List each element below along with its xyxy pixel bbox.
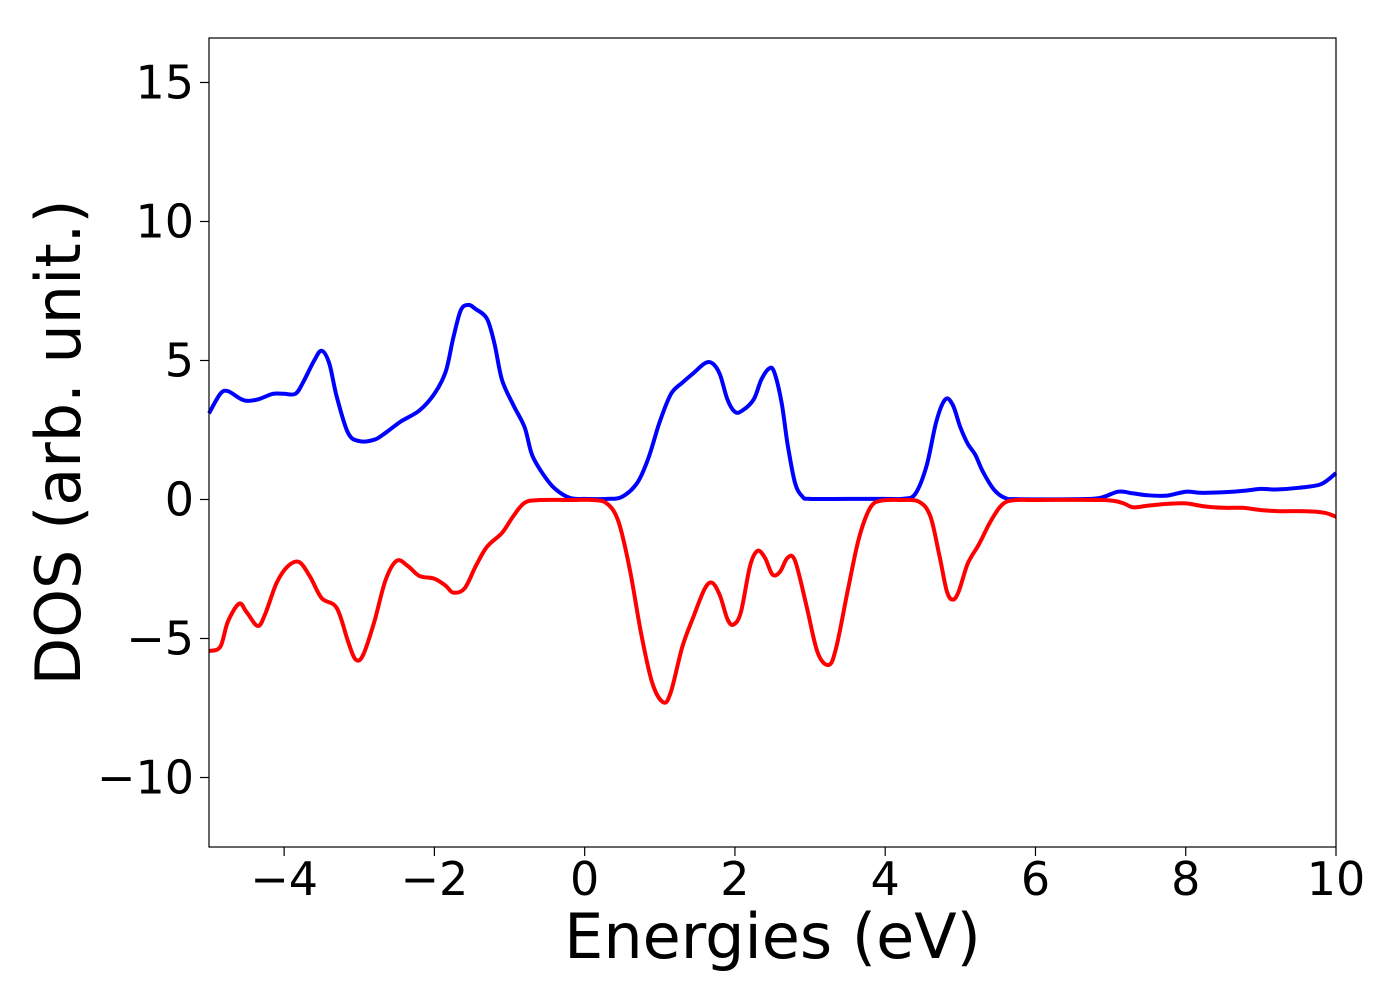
y-tick-label: 15 bbox=[135, 55, 194, 109]
x-tick-label: 6 bbox=[1021, 852, 1050, 906]
y-tick-label: 0 bbox=[165, 472, 194, 526]
y-axis: −10 −5 0 5 10 15 bbox=[97, 55, 209, 804]
dos-series-line-red bbox=[208, 497, 1337, 705]
x-tick-label: 0 bbox=[570, 852, 599, 906]
x-tick-label: −4 bbox=[250, 852, 318, 906]
y-tick-label: −10 bbox=[97, 750, 194, 804]
x-tick-label: 2 bbox=[720, 852, 749, 906]
y-axis-title: DOS (arb. unit.) bbox=[22, 199, 95, 685]
x-tick-label: −2 bbox=[400, 852, 468, 906]
series-layer bbox=[207, 302, 1338, 705]
x-tick-label: 10 bbox=[1307, 852, 1366, 906]
x-tick-label: 4 bbox=[871, 852, 900, 906]
plot-frame bbox=[208, 37, 1337, 848]
plot-area: −4 −2 0 2 4 6 8 10 −10 −5 0 5 10 15 bbox=[97, 37, 1365, 906]
x-tick-label: 8 bbox=[1171, 852, 1200, 906]
x-axis: −4 −2 0 2 4 6 8 10 bbox=[250, 847, 1365, 906]
x-axis-title: Energies (eV) bbox=[564, 900, 981, 973]
y-tick-label: 5 bbox=[165, 333, 194, 387]
y-tick-label: −5 bbox=[126, 611, 194, 665]
y-tick-label: 10 bbox=[135, 194, 194, 248]
